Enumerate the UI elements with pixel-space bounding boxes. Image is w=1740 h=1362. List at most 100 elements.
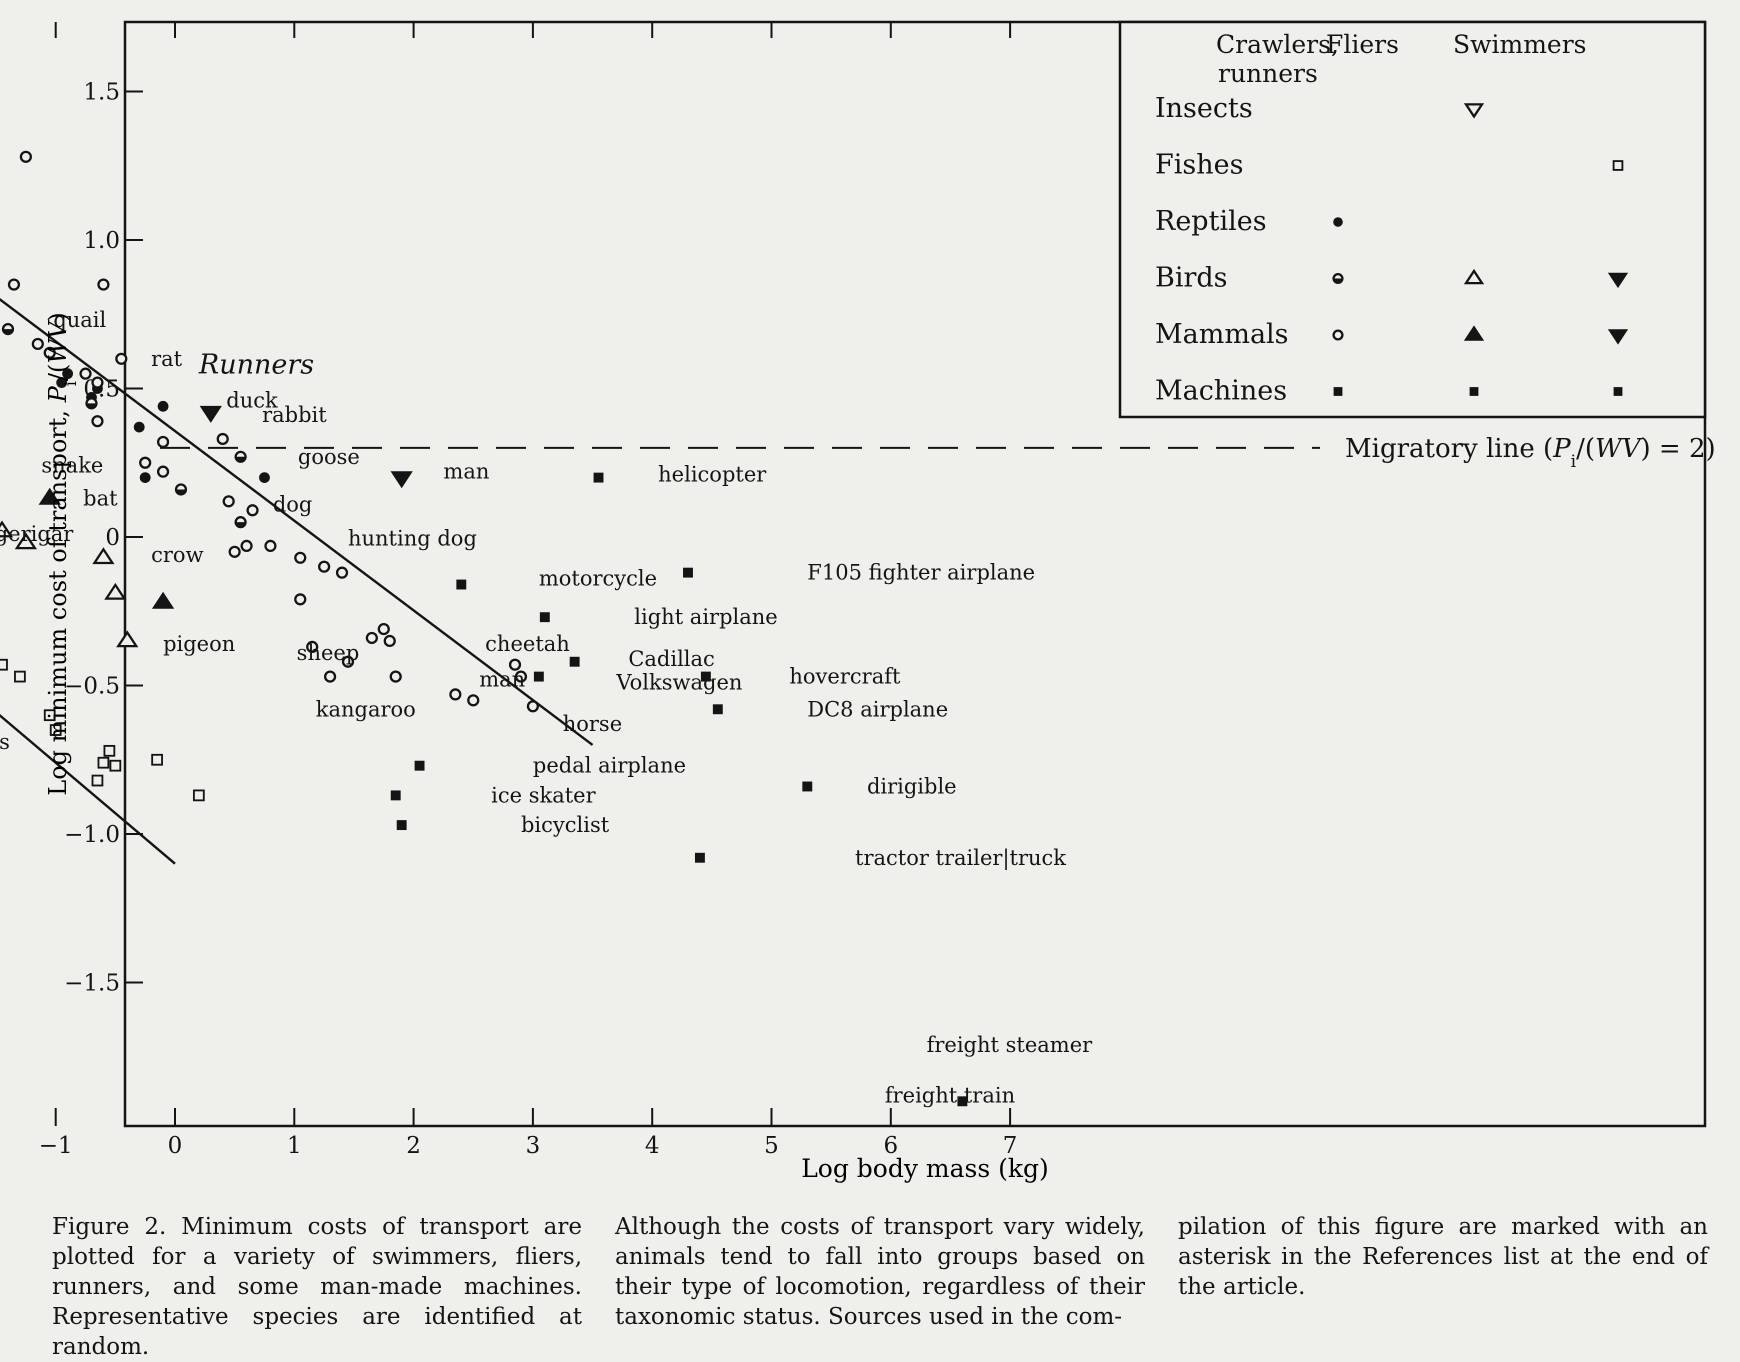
point-label: duck: [226, 388, 278, 412]
data-point: [97, 756, 110, 769]
point-label: kangaroo: [316, 697, 416, 721]
point-label: hunting dog: [348, 526, 477, 550]
caption-column-3: pilation of this figure are marked with …: [1178, 1214, 1708, 1300]
point-label: sheep: [297, 641, 360, 665]
data-point: [294, 593, 307, 606]
plot-frame: [123, 20, 1707, 1128]
x-tick-label: 7: [1003, 1133, 1018, 1159]
point-label: freight steamer: [927, 1033, 1094, 1057]
point-label: rat: [151, 347, 183, 371]
data-point: [593, 472, 604, 483]
y-tick-label: −1.0: [64, 822, 120, 848]
data-point: [91, 415, 104, 428]
migratory-line-label: Migratory line (Pi/(WV) = 2): [1345, 434, 1716, 472]
data-point: [156, 465, 170, 478]
data-point: [49, 724, 62, 736]
point-label: quail: [53, 308, 106, 332]
data-point: [383, 634, 396, 648]
legend-marker: [1333, 217, 1343, 227]
point-label: budgerigar: [0, 522, 74, 546]
point-label: ice skater: [491, 783, 596, 807]
data-point: [234, 516, 247, 529]
point-label: light airplane: [634, 605, 777, 629]
data-point: [222, 495, 235, 508]
legend-row-label: Insects: [1155, 93, 1253, 124]
data-point: [38, 487, 61, 505]
data-point: [539, 612, 550, 623]
migratory-line-group: Migratory line (Pi/(WV) = 2): [160, 434, 1716, 472]
data-point: [62, 368, 74, 380]
data-point: [396, 820, 407, 831]
data-point: [389, 670, 402, 683]
data-point: [234, 450, 247, 463]
axes: −6−5−4−3−2−1012345671.51.00.50−0.5−1.0−1…: [39, 22, 1018, 1159]
legend-marker: [1332, 329, 1344, 341]
point-label: man: [443, 460, 489, 484]
data-point: [199, 405, 222, 423]
data-point: [456, 579, 467, 590]
point-label: snake: [41, 454, 103, 478]
x-tick-label: 5: [764, 1133, 779, 1159]
data-point: [683, 567, 693, 578]
data-point: [56, 377, 68, 388]
data-point: [116, 630, 139, 648]
point-label: tractor trailer|truck: [855, 846, 1066, 871]
x-tick-label: 6: [883, 1133, 898, 1159]
data-point: [139, 472, 151, 483]
data-point: [712, 704, 723, 715]
data-point: [91, 774, 104, 787]
data-point: [533, 671, 544, 682]
point-label: crow: [151, 543, 203, 567]
data-point: [156, 435, 170, 449]
data-point: [1, 322, 15, 336]
legend-marker: [1607, 272, 1629, 289]
data-point: [0, 520, 14, 538]
data-point: [151, 753, 163, 766]
data-point: [514, 670, 528, 683]
legend-marker: [1333, 387, 1343, 396]
point-label: DC8 airplane: [807, 697, 948, 721]
data-point: [192, 789, 205, 802]
data-point: [294, 551, 307, 564]
legend-column-header: runners: [1218, 59, 1318, 88]
y-tick-label: −0.5: [64, 674, 120, 700]
y-axis-label: Log minimum cost of transport, Pi/(WV): [44, 312, 80, 795]
point-label: cheetah: [485, 632, 570, 656]
data-point: [264, 539, 277, 553]
data-point: [91, 376, 104, 389]
legend-marker: [1613, 387, 1623, 396]
x-tick-label: 0: [168, 1133, 183, 1159]
data-point: [43, 709, 56, 722]
data-point: [228, 545, 241, 558]
x-tick-label: 3: [526, 1133, 541, 1159]
point-label: dirigible: [867, 774, 957, 798]
data-point: [449, 688, 462, 701]
region-labels: FliersRunnersSwimmers: [198, 350, 314, 381]
x-tick-label: 1: [287, 1133, 302, 1159]
legend-row-label: Machines: [1155, 376, 1287, 407]
y-tick-label: −1.5: [64, 971, 120, 997]
point-label: pigeon: [163, 632, 235, 656]
data-point: [216, 432, 229, 446]
data-point: [246, 504, 259, 517]
data-point: [157, 400, 169, 412]
data-point: [467, 694, 480, 707]
point-label: horse: [563, 712, 622, 736]
legend-marker: [1612, 160, 1624, 171]
y-tick-label: 1.5: [83, 80, 120, 106]
legend: Crawlers,runners Fliers Swimmers Insects Fis…: [1118, 20, 1707, 419]
data-point: [259, 472, 270, 483]
data-point: [103, 744, 116, 757]
data-point: [318, 560, 331, 573]
data-point: [414, 760, 425, 771]
caption-column-2: Although the costs of transport vary wid…: [615, 1214, 1145, 1330]
point-label: fishes: [0, 730, 10, 754]
regression-lines: [0, 298, 594, 865]
point-label: freight train: [885, 1083, 1015, 1107]
point-label: Cadillac: [628, 647, 714, 671]
x-axis-label: Log body mass (kg): [801, 1154, 1049, 1183]
point-label: F105 fighter airplane: [807, 561, 1035, 585]
data-point: [802, 781, 813, 792]
data-point: [31, 337, 44, 351]
point-label: rabbit: [262, 403, 327, 427]
